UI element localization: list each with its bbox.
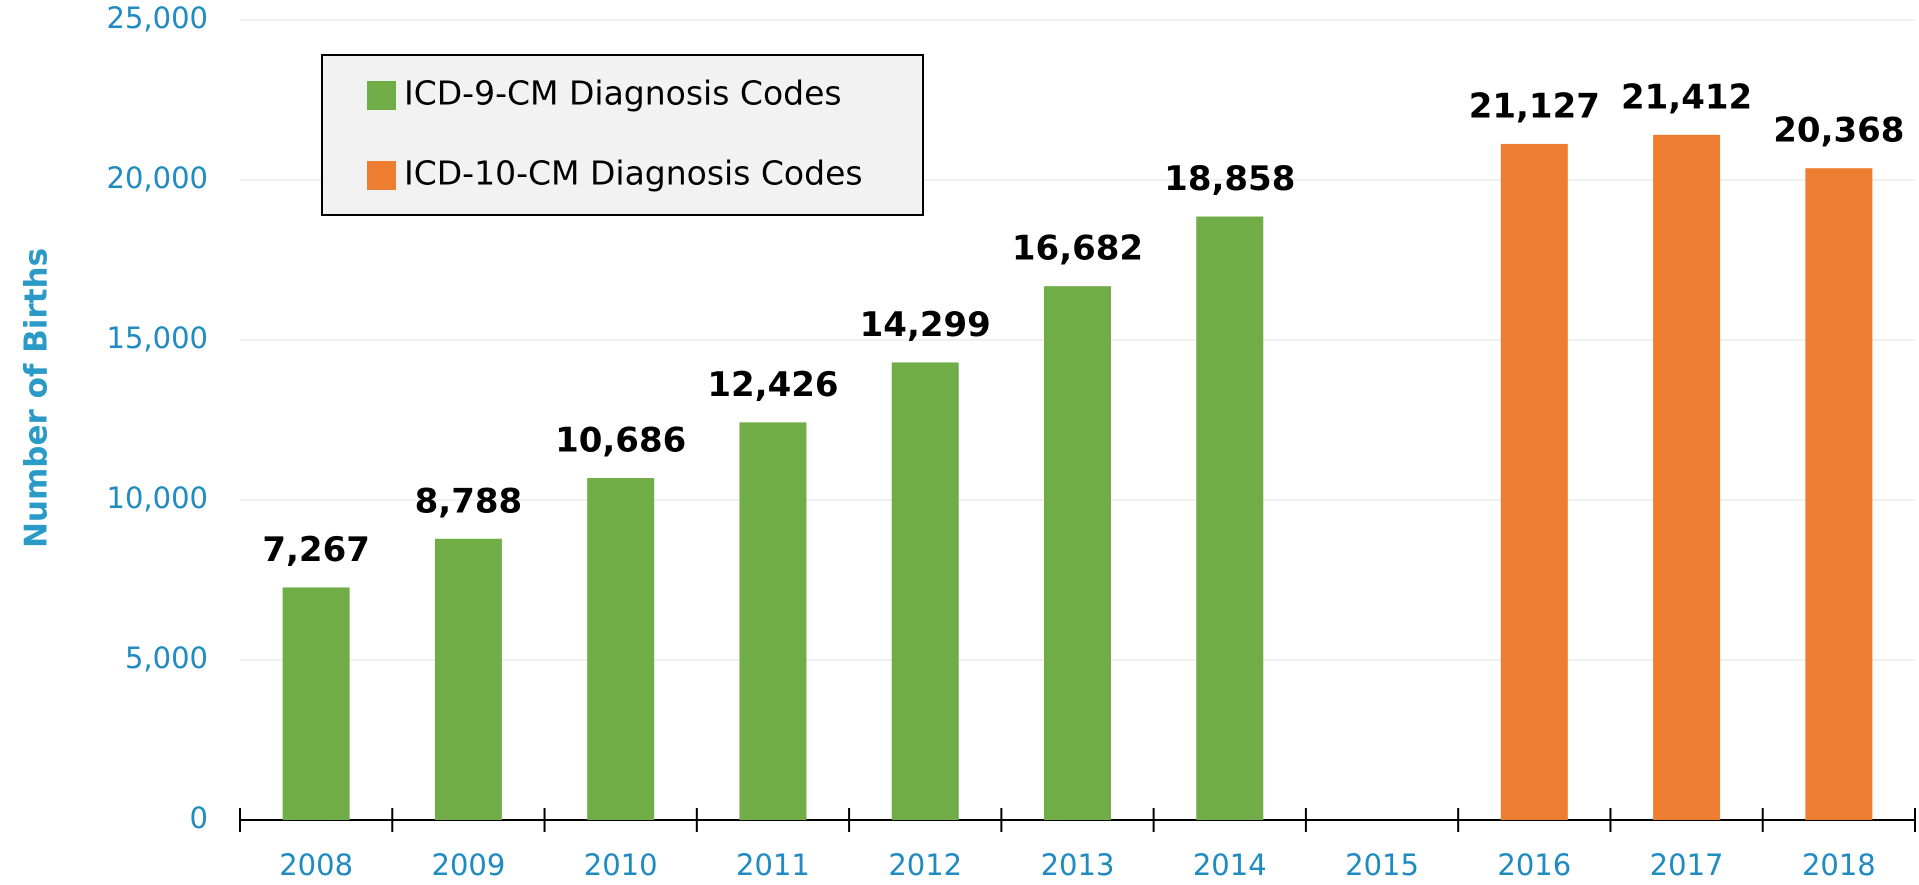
bar	[282, 587, 350, 820]
legend-swatch	[367, 161, 396, 190]
x-tick-label: 2010	[584, 848, 658, 882]
y-tick-label: 25,000	[107, 1, 208, 35]
value-label: 21,412	[1621, 77, 1752, 117]
value-label: 14,299	[860, 305, 991, 345]
x-tick-label: 2016	[1497, 848, 1571, 882]
x-tick-label: 2012	[888, 848, 962, 882]
bar	[1044, 286, 1111, 820]
x-tick-label: 2013	[1041, 848, 1115, 882]
bar	[1196, 216, 1264, 820]
x-tick-label: 2009	[432, 848, 506, 882]
x-tick-label: 2018	[1802, 848, 1876, 882]
x-tick-label: 2017	[1650, 848, 1724, 882]
legend-swatch	[367, 81, 396, 110]
y-tick-label: 10,000	[107, 481, 208, 515]
value-label: 20,368	[1773, 111, 1904, 151]
value-label: 7,267	[262, 530, 370, 570]
bar	[891, 362, 959, 820]
bar	[434, 538, 502, 820]
bar	[1805, 168, 1873, 820]
value-label: 16,682	[1012, 229, 1143, 269]
value-label: 8,788	[415, 481, 523, 521]
x-tick-label: 2011	[736, 848, 810, 882]
y-tick-label: 20,000	[107, 161, 208, 195]
y-axis-title: Number of Births	[19, 248, 55, 548]
y-tick-label: 5,000	[125, 641, 208, 675]
bar	[1653, 134, 1721, 821]
value-label: 10,686	[555, 421, 686, 461]
x-tick-label: 2008	[279, 848, 353, 882]
value-label: 12,426	[707, 365, 838, 405]
legend-label: ICD-10-CM Diagnosis Codes	[404, 154, 863, 193]
x-tick-label: 2015	[1345, 848, 1419, 882]
bar	[1500, 143, 1568, 820]
bar	[739, 422, 807, 820]
value-label: 21,127	[1469, 86, 1600, 126]
value-label: 18,858	[1164, 159, 1295, 199]
y-tick-label: 15,000	[107, 321, 208, 355]
legend-label: ICD-9-CM Diagnosis Codes	[404, 74, 842, 113]
y-tick-label: 0	[190, 801, 208, 835]
x-tick-label: 2014	[1193, 848, 1267, 882]
bar	[587, 478, 655, 820]
legend-box	[321, 54, 924, 216]
